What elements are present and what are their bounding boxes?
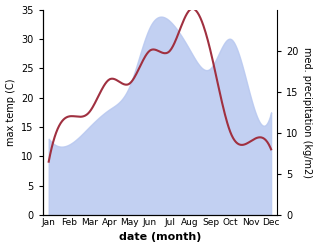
X-axis label: date (month): date (month) [119,232,201,243]
Y-axis label: med. precipitation (kg/m2): med. precipitation (kg/m2) [302,47,313,178]
Y-axis label: max temp (C): max temp (C) [5,79,16,146]
